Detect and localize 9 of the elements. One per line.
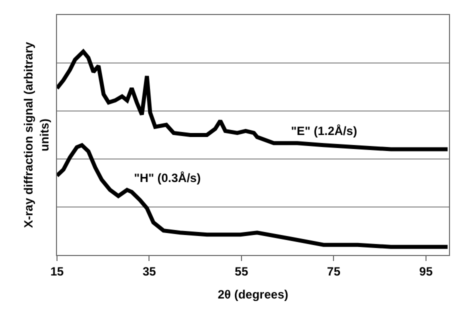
y-axis-title: X-ray diffraction signal (arbitrary units) bbox=[22, 42, 52, 228]
x-tick-label: 15 bbox=[50, 264, 64, 278]
series-label: "E" (1.2Å/s) bbox=[291, 124, 358, 138]
x-tick-label: 55 bbox=[234, 264, 248, 278]
x-tick-label: 35 bbox=[142, 264, 156, 278]
x-tick-label: 75 bbox=[327, 264, 341, 278]
x-axis-title: 2θ (degrees) bbox=[218, 287, 288, 302]
series-label: "H" (0.3Å/s) bbox=[134, 171, 201, 185]
x-tick-label: 95 bbox=[419, 264, 433, 278]
